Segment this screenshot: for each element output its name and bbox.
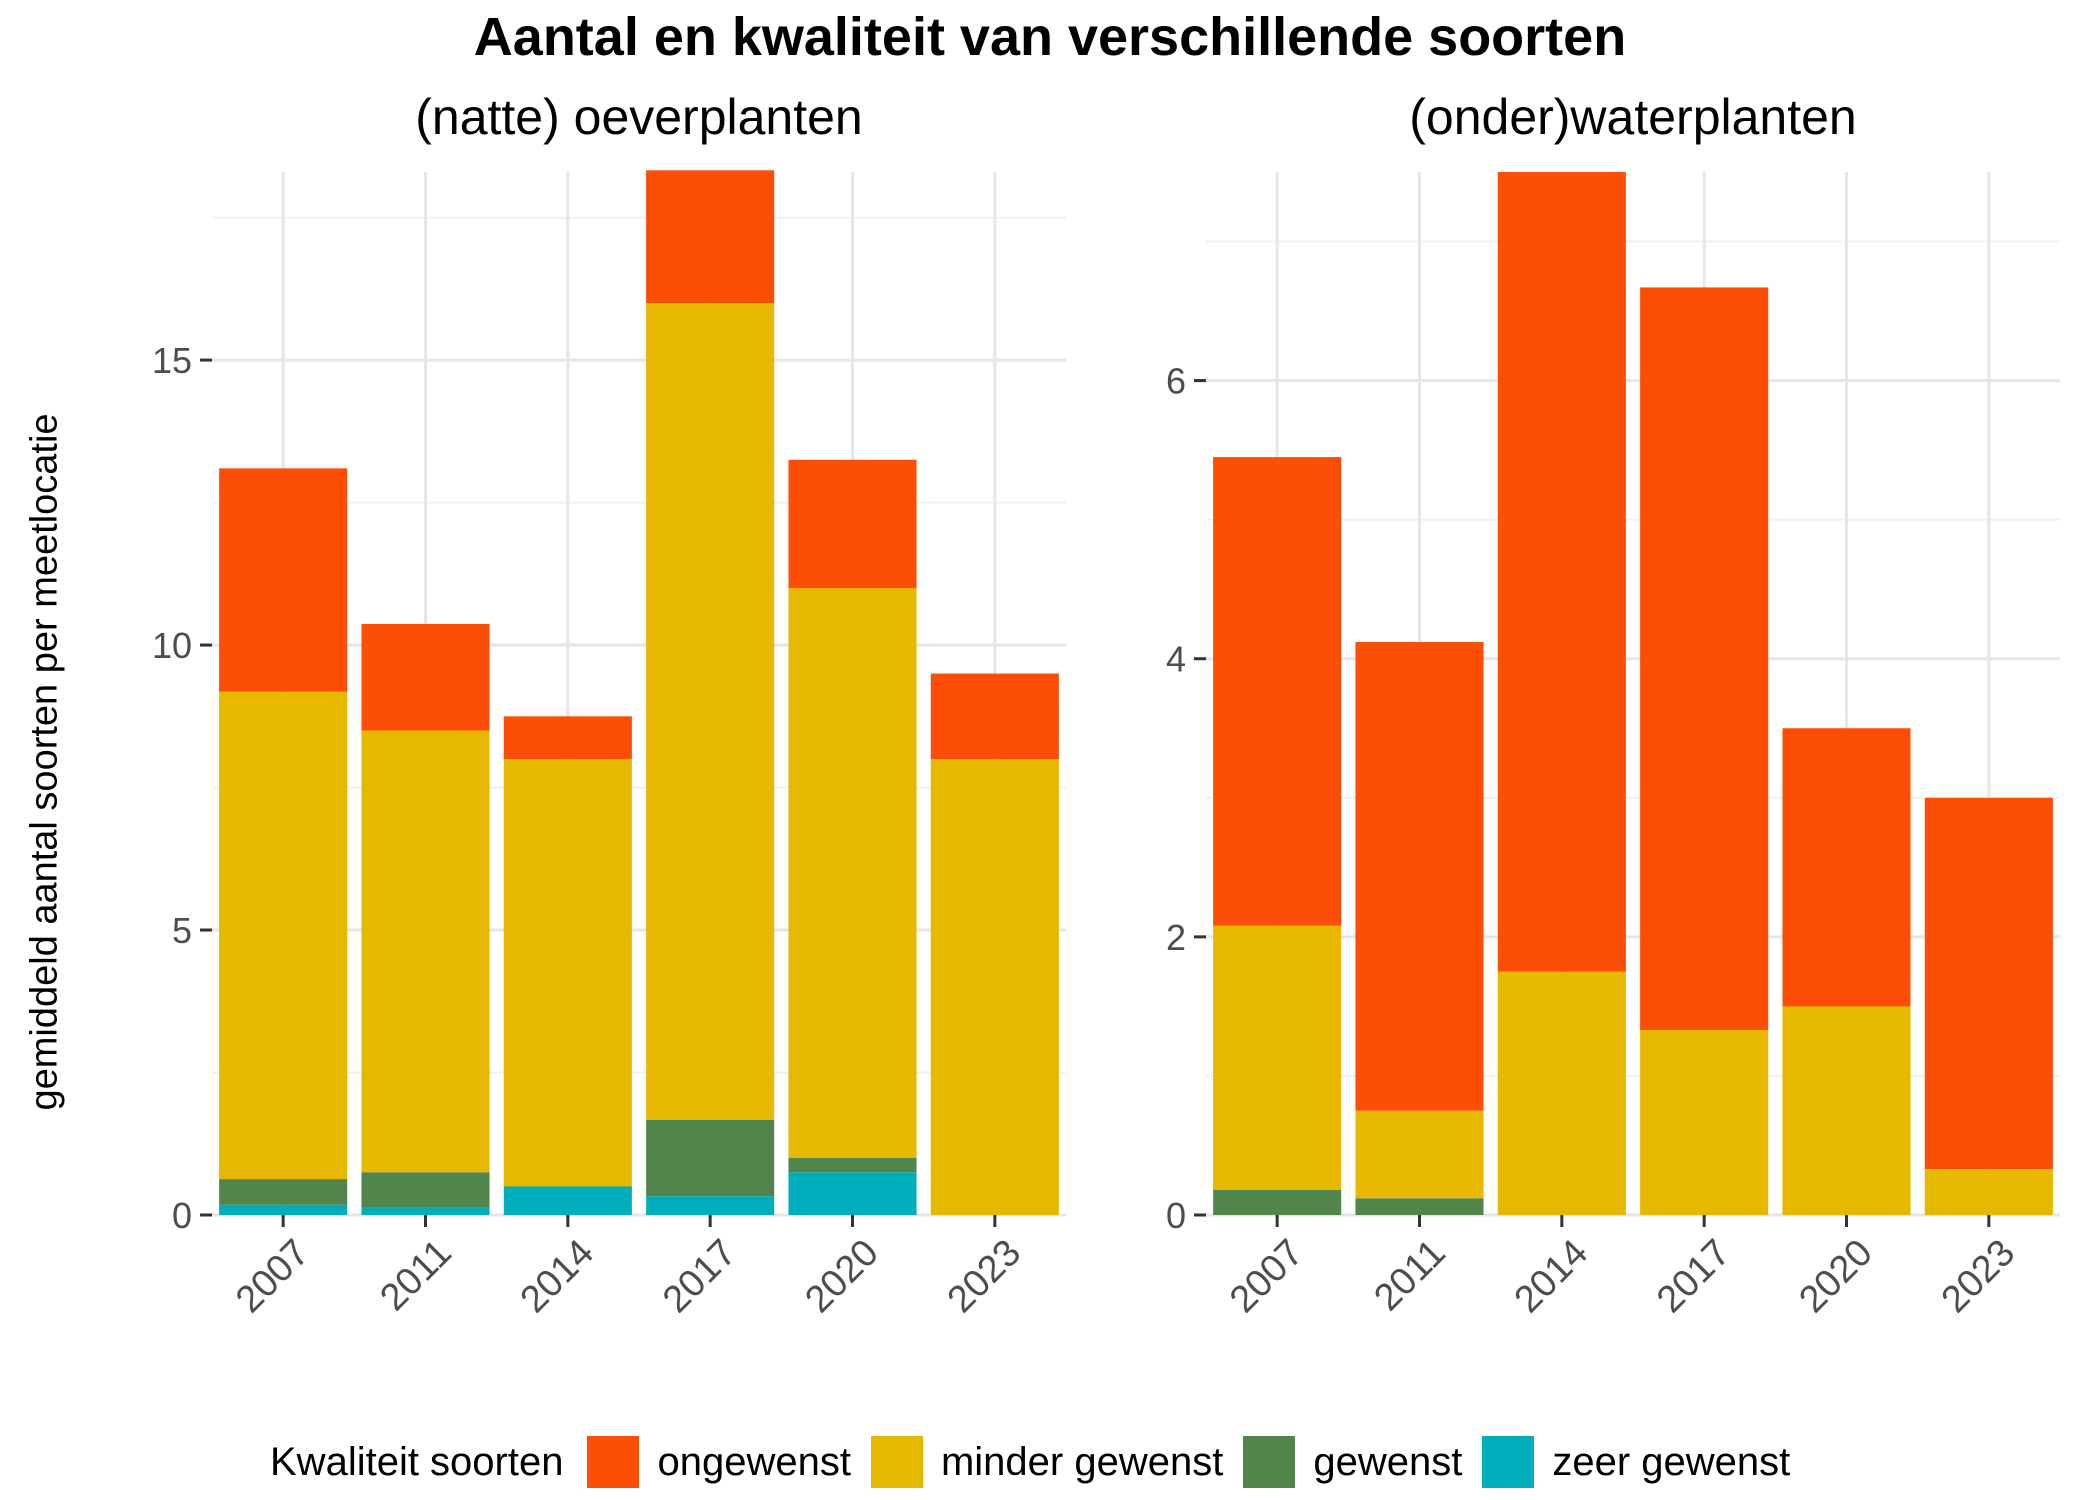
x-tick-label: 2023 (1934, 1232, 2023, 1321)
y-tick-label: 10 (152, 625, 192, 666)
x-tick-label: 2011 (372, 1232, 459, 1319)
y-tick-label: 6 (1166, 361, 1186, 402)
legend-title: Kwaliteit soorten (270, 1439, 564, 1484)
bar-minder-gewenst-2023 (1924, 1169, 2053, 1215)
bar-minder-gewenst-2017 (646, 303, 775, 1120)
x-tick-label: 2017 (1649, 1232, 1738, 1321)
y-tick-label: 0 (1166, 1195, 1186, 1236)
y-tick-label: 5 (172, 910, 192, 951)
bar-gewenst-2020 (788, 1158, 917, 1173)
y-tick-label: 15 (152, 340, 192, 381)
legend-key-gewenst (1243, 1436, 1296, 1488)
bar-zeer-gewenst-2017 (646, 1196, 775, 1215)
legend-label-minder-gewenst: minder gewenst (940, 1439, 1224, 1484)
bar-ongewenst-2011 (361, 623, 490, 731)
bar-zeer-gewenst-2014 (503, 1186, 632, 1215)
x-tick-label: 2007 (1222, 1232, 1311, 1321)
bar-minder-gewenst-2023 (930, 759, 1059, 1215)
bar-ongewenst-2020 (788, 459, 917, 589)
bar-ongewenst-2020 (1782, 728, 1911, 1007)
panel-title-waterplanten: (onder)waterplanten (1409, 89, 1857, 145)
chart-title: Aantal en kwaliteit van verschillende so… (473, 7, 1627, 67)
bar-ongewenst-2017 (646, 170, 775, 304)
x-tick-label: 2007 (228, 1232, 317, 1321)
bar-minder-gewenst-2020 (788, 588, 917, 1159)
x-tick-label: 2014 (513, 1232, 602, 1321)
bar-gewenst-2007 (219, 1179, 348, 1205)
legend-label-gewenst: gewenst (1313, 1439, 1463, 1484)
bar-minder-gewenst-2014 (503, 759, 632, 1187)
legend: Kwaliteit soorten ongewenst minder gewen… (270, 1436, 1810, 1488)
y-tick-label: 4 (1166, 639, 1186, 680)
bar-ongewenst-2023 (930, 673, 1059, 760)
legend-label-ongewenst: ongewenst (657, 1439, 851, 1484)
bar-minder-gewenst-2011 (361, 730, 490, 1173)
bar-minder-gewenst-2007 (1213, 925, 1342, 1190)
x-tick-label: 2023 (940, 1232, 1029, 1321)
legend-key-minder-gewenst (870, 1436, 923, 1488)
legend-item-minder-gewenst: minder gewenst (870, 1436, 1224, 1488)
bar-ongewenst-2014 (503, 716, 632, 760)
bar-minder-gewenst-2014 (1497, 971, 1626, 1215)
bar-gewenst-2011 (1355, 1198, 1484, 1215)
legend-item-ongewenst: ongewenst (587, 1436, 851, 1488)
legend-key-zeer-gewenst (1482, 1436, 1535, 1488)
legend-item-zeer-gewenst: zeer gewenst (1482, 1436, 1790, 1488)
bar-ongewenst-2011 (1355, 642, 1484, 1111)
bar-ongewenst-2014 (1497, 172, 1626, 972)
bar-minder-gewenst-2011 (1355, 1110, 1484, 1199)
bar-gewenst-2011 (361, 1172, 490, 1208)
y-tick-label: 0 (172, 1195, 192, 1236)
legend-key-ongewenst (587, 1436, 640, 1488)
y-tick-label: 2 (1166, 917, 1186, 958)
bar-ongewenst-2023 (1924, 797, 2053, 1170)
bar-gewenst-2017 (646, 1119, 775, 1197)
bar-zeer-gewenst-2020 (788, 1172, 917, 1215)
bar-ongewenst-2007 (1213, 457, 1342, 926)
legend-item-gewenst: gewenst (1243, 1436, 1462, 1488)
x-tick-label: 2020 (797, 1232, 886, 1321)
x-tick-label: 2017 (655, 1232, 744, 1321)
bar-minder-gewenst-2020 (1782, 1006, 1911, 1215)
bar-ongewenst-2017 (1640, 287, 1769, 1031)
bar-minder-gewenst-2007 (219, 691, 348, 1180)
bar-zeer-gewenst-2007 (219, 1204, 348, 1215)
legend-label-zeer-gewenst: zeer gewenst (1552, 1439, 1791, 1484)
panel-title-oeverplanten: (natte) oeverplanten (415, 89, 863, 145)
bar-zeer-gewenst-2011 (361, 1207, 490, 1215)
x-tick-label: 2011 (1366, 1232, 1453, 1319)
bar-ongewenst-2007 (219, 468, 348, 692)
x-tick-label: 2020 (1791, 1232, 1880, 1321)
bar-minder-gewenst-2017 (1640, 1030, 1769, 1215)
x-tick-label: 2014 (1507, 1232, 1596, 1321)
bar-gewenst-2007 (1213, 1189, 1342, 1215)
